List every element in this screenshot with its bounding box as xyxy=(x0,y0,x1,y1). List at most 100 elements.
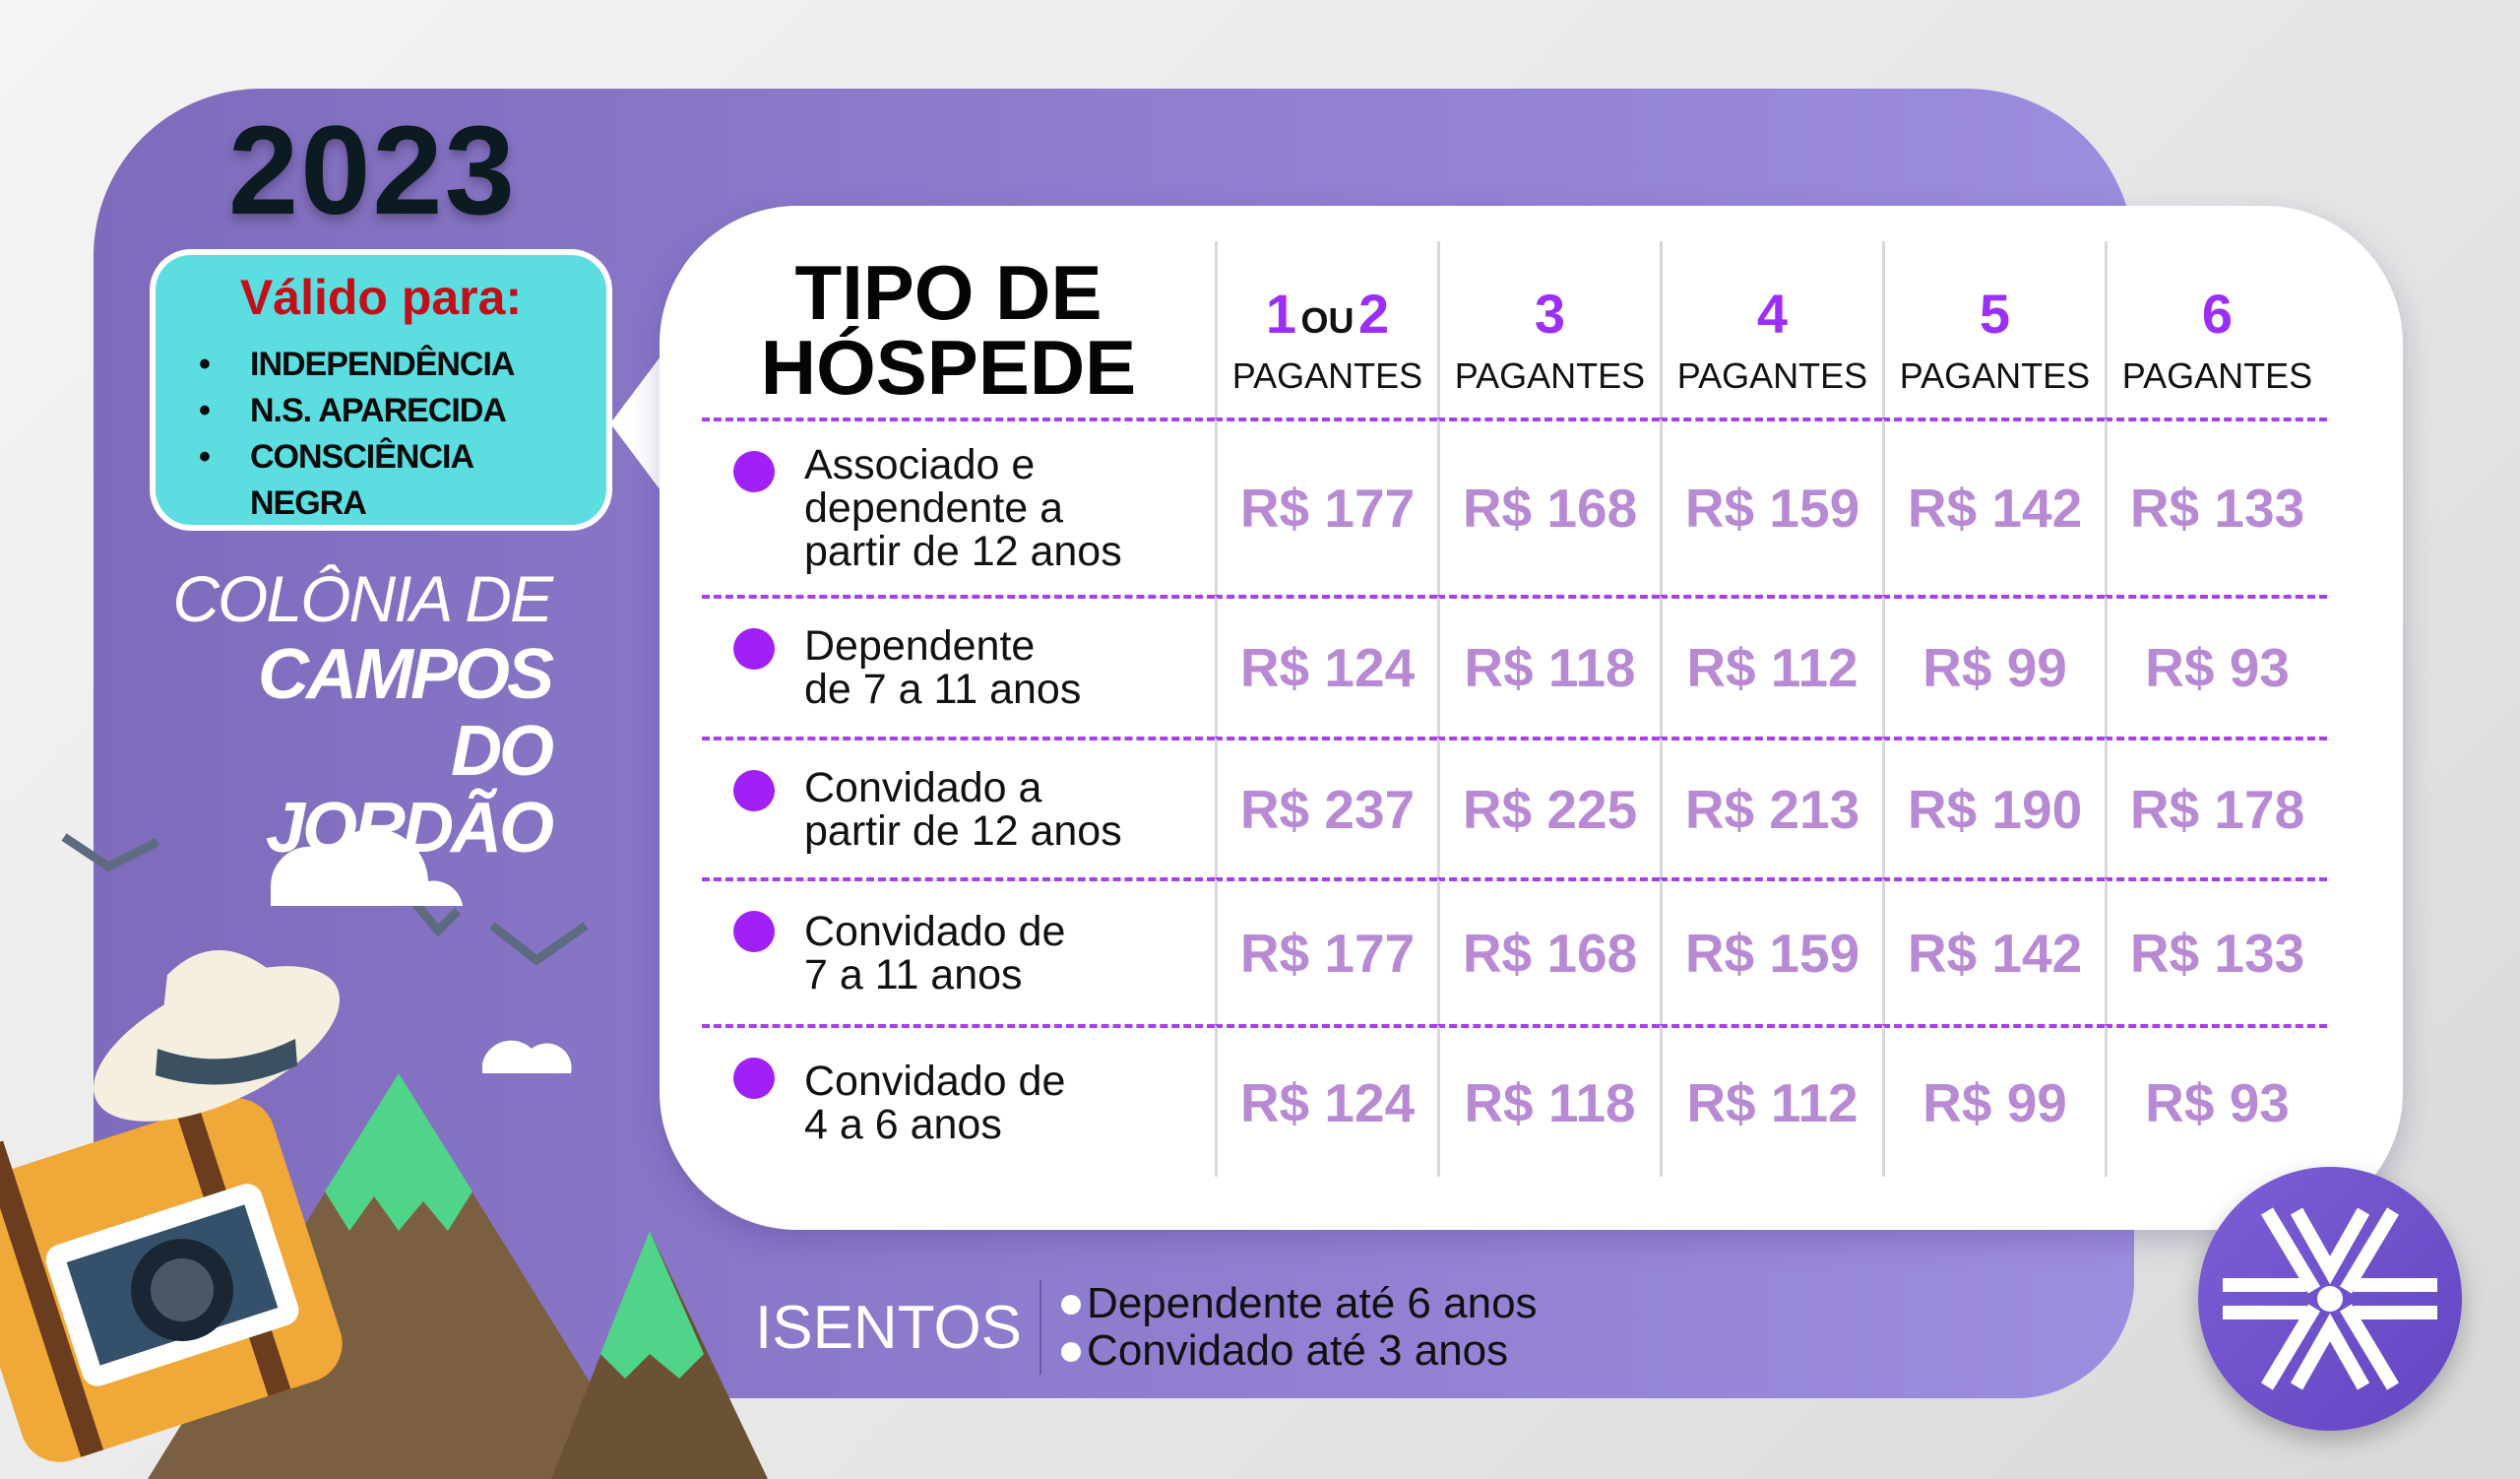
price-cell: R$ 225 xyxy=(1437,737,1660,877)
bullet-dot-icon xyxy=(733,628,775,670)
year-title: 2023 xyxy=(228,100,517,241)
guest-type-cell: Convidado de 4 a 6 anos xyxy=(702,1024,1215,1177)
price-cell: R$ 168 xyxy=(1437,418,1660,595)
price-value: R$ 93 xyxy=(2145,637,2290,698)
price-cell: R$ 93 xyxy=(2105,1024,2327,1177)
guest-type-line: Associado e xyxy=(804,441,1036,488)
price-value: R$ 237 xyxy=(1239,778,1416,840)
guest-type-cell: Convidado a partir de 12 anos xyxy=(702,737,1215,877)
price-value: R$ 133 xyxy=(2129,922,2305,984)
price-value: R$ 118 xyxy=(1464,1071,1636,1133)
payer-count: 3 xyxy=(1534,283,1566,345)
price-cell: R$ 159 xyxy=(1660,877,1882,1024)
hat-icon xyxy=(94,950,340,1122)
price-value: R$ 124 xyxy=(1239,1071,1416,1133)
price-table: TIPO DE HÓSPEDE 1 OU 2 PAGANTES 3 PAGANTES … xyxy=(702,241,2339,1177)
price-value: R$ 99 xyxy=(1922,637,2067,698)
bullet-dot-icon xyxy=(733,1058,775,1099)
price-value: R$ 118 xyxy=(1464,637,1636,698)
price-cell: R$ 177 xyxy=(1215,418,1437,595)
price-value: R$ 142 xyxy=(1907,478,2083,539)
price-cell: R$ 142 xyxy=(1882,877,2105,1024)
column-header: 5 PAGANTES xyxy=(1882,241,2105,418)
payers-label: PAGANTES xyxy=(1454,355,1646,396)
price-value: R$ 159 xyxy=(1684,922,1860,984)
price-cell: R$ 99 xyxy=(1882,1024,2105,1177)
price-cell: R$ 118 xyxy=(1437,595,1660,737)
association-logo-icon xyxy=(2198,1167,2462,1431)
column-header: 6 PAGANTES xyxy=(2105,241,2327,418)
guest-type-cell: Dependente de 7 a 11 anos xyxy=(702,595,1215,737)
price-cell: R$ 133 xyxy=(2105,418,2327,595)
or-label: OU xyxy=(1300,300,1354,341)
location-line: DO JORDÃO xyxy=(265,712,554,868)
valid-for-box: Válido para: INDEPENDÊNCIA N.S. APARECID… xyxy=(150,249,612,531)
header-title-line: HÓSPEDE xyxy=(760,323,1137,411)
location-line: CAMPOS xyxy=(257,635,554,714)
payers-label: PAGANTES xyxy=(1231,355,1423,396)
price-value: R$ 99 xyxy=(1922,1071,2067,1133)
exempt-title: ISENTOS xyxy=(755,1280,1042,1375)
price-value: R$ 133 xyxy=(2129,478,2305,539)
payer-count: 1 xyxy=(1265,283,1297,345)
price-cell: R$ 177 xyxy=(1215,877,1437,1024)
header-guest-type: TIPO DE HÓSPEDE xyxy=(702,241,1215,418)
price-value: R$ 124 xyxy=(1239,637,1416,698)
guest-type-label: Associado e dependente a partir de 12 anos xyxy=(804,443,1122,573)
guest-type-line: 7 a 11 anos xyxy=(804,950,1023,998)
price-value: R$ 177 xyxy=(1239,478,1416,539)
guest-type-label: Dependente de 7 a 11 anos xyxy=(804,624,1081,711)
payer-count: 6 xyxy=(2201,283,2234,345)
price-value: R$ 168 xyxy=(1462,922,1638,984)
column-header: 1 OU 2 PAGANTES xyxy=(1215,241,1437,418)
guest-type-cell: Convidado de 7 a 11 anos xyxy=(702,877,1215,1024)
price-cell: R$ 99 xyxy=(1882,595,2105,737)
price-cell: R$ 168 xyxy=(1437,877,1660,1024)
guest-type-line: partir de 12 anos xyxy=(804,806,1122,855)
guest-type-cell: Associado e dependente a partir de 12 anos xyxy=(702,418,1215,595)
price-cell: R$ 124 xyxy=(1215,1024,1437,1177)
asterisk-logo-icon xyxy=(2223,1207,2437,1390)
exempt-item: Convidado até 3 anos xyxy=(1061,1327,1538,1375)
holiday-item: CONSCIÊNCIA NEGRA xyxy=(181,434,581,527)
price-cell: R$ 93 xyxy=(2105,595,2327,737)
price-value: R$ 178 xyxy=(2129,778,2305,840)
holiday-item: N.S. APARECIDA xyxy=(181,388,581,434)
column-header: 4 PAGANTES xyxy=(1660,241,1882,418)
price-value: R$ 142 xyxy=(1907,922,2083,984)
holiday-item: INDEPENDÊNCIA xyxy=(181,342,581,388)
payer-count: 5 xyxy=(1979,283,2011,345)
payers-label: PAGANTES xyxy=(2121,355,2313,396)
travel-illustration xyxy=(0,828,768,1479)
guest-type-label: Convidado de 4 a 6 anos xyxy=(804,1060,1065,1146)
exempt-item: Dependente até 6 anos xyxy=(1061,1280,1538,1327)
price-cell: R$ 178 xyxy=(2105,737,2327,877)
bullet-dot-icon xyxy=(733,451,775,492)
guest-type-line: Convidado de xyxy=(804,907,1066,955)
payer-count: 2 xyxy=(1357,283,1390,345)
price-cell: R$ 124 xyxy=(1215,595,1437,737)
exempt-section: ISENTOS Dependente até 6 anos Convidado … xyxy=(755,1280,1538,1375)
valid-for-title: Válido para: xyxy=(239,270,523,325)
price-cell: R$ 190 xyxy=(1882,737,2105,877)
location-title: COLÔNIA DE CAMPOS DO JORDÃO xyxy=(167,561,554,868)
price-value: R$ 225 xyxy=(1462,778,1638,840)
price-value: R$ 93 xyxy=(2145,1071,2290,1133)
bird-icon xyxy=(61,833,589,966)
price-cell: R$ 159 xyxy=(1660,418,1882,595)
location-line: COLÔNIA DE xyxy=(172,562,553,635)
guest-type-line: Dependente xyxy=(804,622,1036,670)
price-cell: R$ 112 xyxy=(1660,1024,1882,1177)
column-header: 3 PAGANTES xyxy=(1437,241,1660,418)
payer-count: 4 xyxy=(1756,283,1789,345)
bullet-dot-icon xyxy=(733,770,775,811)
guest-type-line: partir de 12 anos xyxy=(804,528,1122,575)
price-cell: R$ 118 xyxy=(1437,1024,1660,1177)
payers-label: PAGANTES xyxy=(1676,355,1868,396)
price-table-card xyxy=(660,206,2403,1230)
guest-type-line: Convidado a xyxy=(804,763,1042,811)
guest-type-line: 4 a 6 anos xyxy=(804,1100,1002,1148)
header-title-line: TIPO DE xyxy=(794,248,1102,336)
price-cell: R$ 142 xyxy=(1882,418,2105,595)
payers-label: PAGANTES xyxy=(1899,355,2091,396)
